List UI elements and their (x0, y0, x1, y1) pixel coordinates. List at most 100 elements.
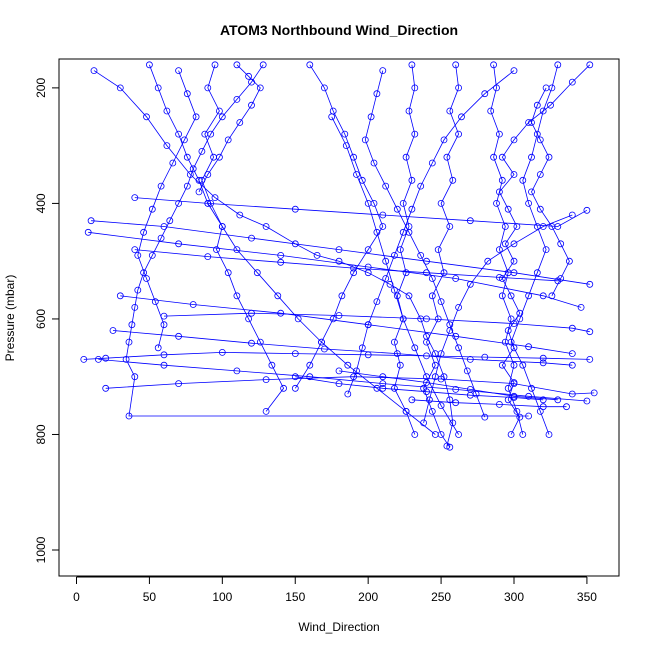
data-point (533, 101, 541, 109)
data-point (233, 96, 241, 103)
data-point (411, 344, 419, 352)
data-point (248, 234, 255, 242)
data-point (493, 84, 500, 92)
data-point (248, 101, 255, 109)
data-point (183, 182, 191, 190)
data-point (411, 84, 419, 92)
data-point (262, 376, 270, 384)
data-point (201, 130, 209, 138)
data-point (542, 84, 550, 92)
data-point (539, 359, 547, 367)
data-point (87, 217, 95, 225)
data-point (455, 84, 463, 92)
data-point (525, 392, 532, 400)
data-point (183, 153, 191, 161)
data-point (449, 176, 457, 184)
data-point (481, 413, 489, 421)
data-point (519, 176, 527, 184)
data-point (586, 355, 594, 363)
sounding-line (347, 70, 515, 395)
data-point (277, 258, 285, 266)
data-point (423, 315, 430, 323)
sounding-line (393, 64, 416, 435)
data-point (218, 113, 226, 121)
sounding-line (198, 64, 261, 193)
data-point (423, 388, 430, 396)
data-point (504, 205, 512, 213)
x-tick-label: 200 (358, 590, 378, 604)
data-point (233, 246, 241, 254)
data-point (466, 280, 474, 288)
sounding-line (510, 64, 559, 435)
data-point (525, 343, 532, 351)
data-point (218, 348, 226, 356)
data-point (145, 61, 153, 69)
data-point (408, 176, 416, 184)
data-point (539, 292, 547, 300)
data-point (154, 84, 162, 92)
sounding-line (331, 116, 459, 435)
data-point (306, 373, 314, 381)
data-point (513, 407, 521, 415)
data-point (291, 205, 299, 213)
data-point (498, 275, 506, 282)
data-point (528, 153, 535, 161)
data-point (364, 263, 372, 271)
data-point (507, 315, 515, 323)
data-point (248, 339, 255, 347)
data-point (236, 211, 244, 219)
data-point (539, 396, 547, 404)
x-tick-label: 50 (143, 590, 157, 604)
data-point (417, 251, 425, 259)
data-point (169, 159, 177, 167)
data-point (350, 264, 358, 272)
data-point (399, 199, 407, 207)
data-point (498, 361, 506, 369)
data-point (510, 67, 518, 74)
data-point (507, 431, 515, 438)
data-point (245, 315, 253, 323)
data-point (277, 251, 285, 259)
data-point (428, 292, 436, 300)
data-point (268, 361, 276, 369)
data-point (539, 223, 547, 230)
sounding-line (112, 330, 573, 366)
data-point (437, 298, 445, 306)
data-point (390, 251, 398, 259)
data-point (446, 443, 454, 451)
data-point (455, 130, 463, 138)
data-point (510, 136, 518, 144)
data-point (102, 354, 110, 362)
data-point (440, 136, 448, 144)
data-point (382, 182, 390, 190)
data-point (437, 350, 445, 358)
data-point (504, 269, 512, 277)
data-point (452, 275, 460, 282)
data-point (211, 194, 219, 202)
data-point (306, 361, 314, 369)
data-point (443, 153, 451, 161)
data-point (364, 321, 372, 329)
data-point (501, 338, 509, 346)
sounding-line (98, 359, 587, 402)
data-point (151, 298, 159, 306)
data-point (350, 269, 358, 277)
data-point (539, 403, 547, 411)
data-point (484, 257, 492, 265)
data-point (396, 361, 404, 369)
data-point (198, 147, 206, 155)
data-point (495, 130, 503, 138)
data-point (256, 338, 264, 346)
data-point (463, 367, 471, 375)
data-point (379, 373, 387, 381)
data-point (291, 384, 299, 392)
data-point (528, 119, 535, 126)
data-point (382, 257, 390, 265)
data-point (446, 327, 454, 334)
data-point (335, 380, 343, 388)
data-point (344, 361, 352, 369)
sounding-line (125, 64, 529, 417)
data-point (335, 257, 343, 265)
data-point (393, 350, 401, 358)
data-point (143, 275, 150, 282)
